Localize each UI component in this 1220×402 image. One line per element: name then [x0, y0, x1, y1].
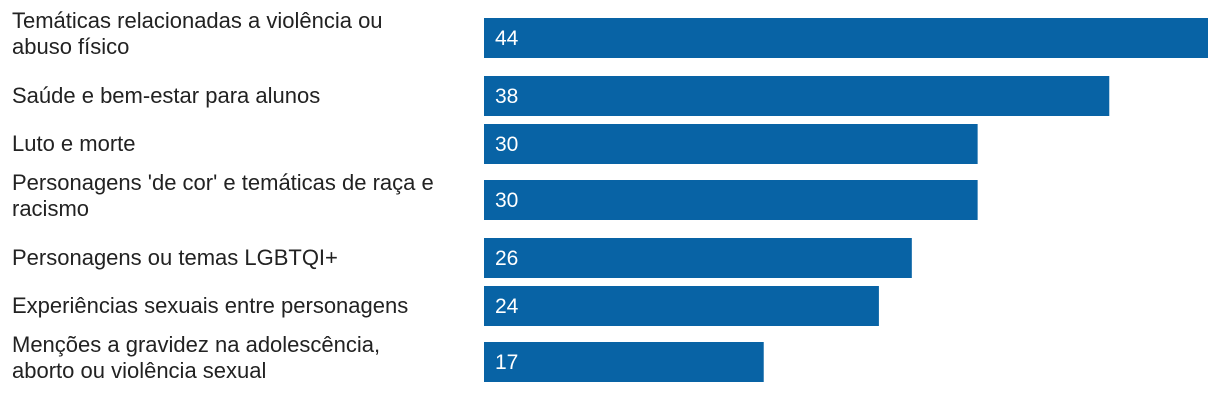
category-label: Menções a gravidez na adolescência, abort… — [12, 332, 380, 383]
category-label-line: Menções a gravidez na adolescência, — [12, 332, 380, 357]
category-label: Personagens ou temas LGBTQI+ — [12, 245, 338, 270]
bar-value-label: 26 — [495, 247, 518, 270]
bar-value-label: 44 — [495, 27, 519, 50]
bar — [484, 180, 978, 220]
bar-row: 24 Experiências sexuais entre personagens — [12, 286, 879, 326]
category-label: Personagens 'de cor' e temáticas de raça… — [12, 170, 434, 221]
bar-value-label: 30 — [495, 189, 518, 212]
category-label-line: abuso físico — [12, 34, 129, 59]
bar-row: 30 Luto e morte — [12, 124, 978, 164]
bar-row: 44 Temáticas relacionadas a violência ou a… — [12, 8, 1208, 59]
bar — [484, 124, 978, 164]
bar — [484, 238, 912, 278]
category-label-line: racismo — [12, 196, 89, 221]
bar-value-label: 24 — [495, 295, 519, 318]
category-label: Temáticas relacionadas a violência ou abu… — [12, 8, 383, 59]
bar — [484, 286, 879, 326]
bar — [484, 342, 764, 382]
bar-row: 17 Menções a gravidez na adolescência, abo… — [12, 332, 764, 383]
category-label-line: Luto e morte — [12, 131, 136, 156]
bar-value-label: 30 — [495, 133, 518, 156]
bar-row: 30 Personagens 'de cor' e temáticas de ra… — [12, 170, 978, 221]
category-label-line: Saúde e bem-estar para alunos — [12, 83, 320, 108]
category-label: Experiências sexuais entre personagens — [12, 293, 408, 318]
bar — [484, 18, 1208, 58]
bar-row: 26 Personagens ou temas LGBTQI+ — [12, 238, 912, 278]
category-label-line: Personagens 'de cor' e temáticas de raça… — [12, 170, 434, 195]
category-label-line: Temáticas relacionadas a violência ou — [12, 8, 383, 33]
bar — [484, 76, 1110, 116]
bar-row: 38 Saúde e bem-estar para alunos — [12, 76, 1110, 116]
category-label-line: aborto ou violência sexual — [12, 358, 266, 383]
bar-value-label: 38 — [495, 85, 518, 108]
category-label: Luto e morte — [12, 131, 136, 156]
category-label: Saúde e bem-estar para alunos — [12, 83, 320, 108]
category-label-line: Experiências sexuais entre personagens — [12, 293, 408, 318]
category-label-line: Personagens ou temas LGBTQI+ — [12, 245, 338, 270]
bar-value-label: 17 — [495, 351, 518, 374]
